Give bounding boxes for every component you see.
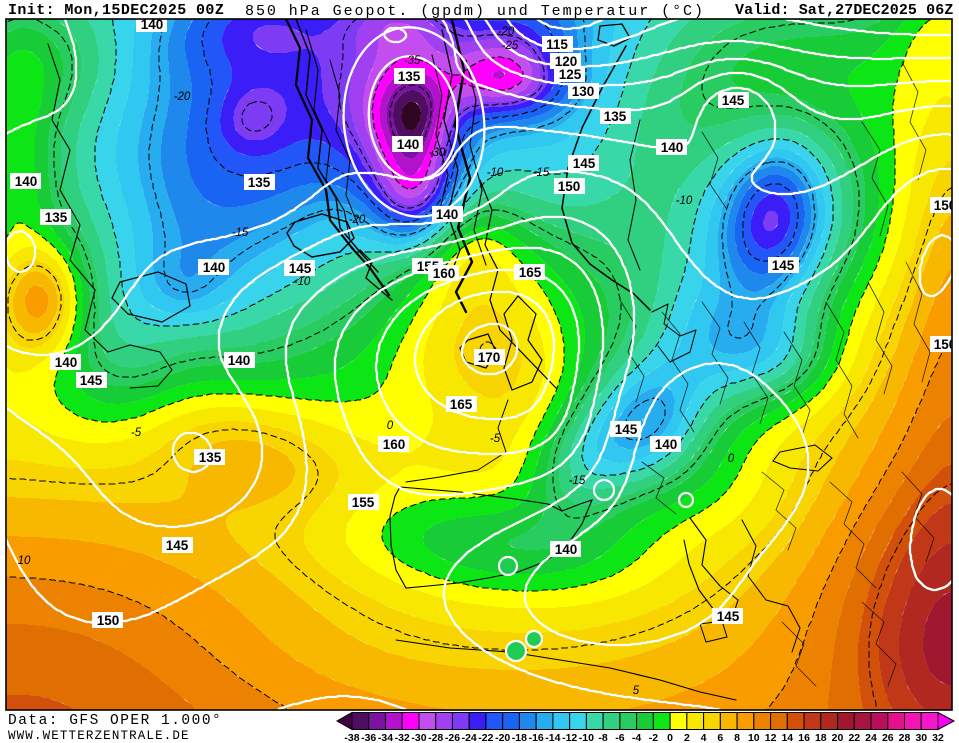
svg-text:32: 32	[932, 732, 944, 743]
svg-text:-20: -20	[349, 214, 366, 226]
svg-text:150: 150	[558, 179, 581, 194]
svg-text:165: 165	[450, 397, 473, 412]
svg-text:5: 5	[633, 685, 640, 697]
svg-text:-2: -2	[649, 732, 658, 743]
svg-text:155: 155	[352, 495, 375, 510]
svg-text:145: 145	[80, 373, 103, 388]
svg-text:-15: -15	[533, 167, 550, 179]
svg-text:WWW.WETTERZENTRALE.DE: WWW.WETTERZENTRALE.DE	[8, 729, 190, 743]
svg-text:24: 24	[865, 732, 877, 743]
svg-text:140: 140	[15, 174, 38, 189]
svg-text:-34: -34	[378, 732, 393, 743]
svg-text:-10: -10	[676, 195, 693, 207]
svg-text:140: 140	[228, 353, 251, 368]
svg-text:Init: Mon,15DEC2025 00Z: Init: Mon,15DEC2025 00Z	[8, 2, 224, 19]
svg-text:145: 145	[772, 258, 795, 273]
svg-text:10: 10	[18, 555, 31, 567]
svg-text:-32: -32	[395, 732, 410, 743]
svg-text:-10: -10	[294, 276, 311, 288]
svg-text:-10: -10	[487, 167, 504, 179]
svg-text:-8: -8	[598, 732, 607, 743]
svg-text:-24: -24	[462, 732, 477, 743]
svg-text:4: 4	[701, 732, 707, 743]
svg-text:12: 12	[765, 732, 777, 743]
svg-text:115: 115	[546, 37, 568, 52]
svg-text:-6: -6	[615, 732, 624, 743]
svg-text:20: 20	[832, 732, 844, 743]
svg-text:-35: -35	[404, 55, 421, 67]
svg-text:140: 140	[655, 437, 678, 452]
svg-text:-16: -16	[529, 732, 544, 743]
svg-text:-36: -36	[361, 732, 376, 743]
svg-text:-5: -5	[131, 427, 142, 439]
svg-text:140: 140	[661, 140, 684, 155]
svg-text:150: 150	[97, 613, 120, 628]
svg-text:0: 0	[728, 453, 735, 465]
svg-text:135: 135	[398, 69, 421, 84]
svg-text:140: 140	[141, 17, 164, 32]
svg-text:-20: -20	[174, 91, 191, 103]
svg-text:145: 145	[722, 93, 745, 108]
svg-text:130: 130	[572, 84, 595, 99]
svg-text:150: 150	[934, 337, 957, 352]
svg-text:160: 160	[383, 437, 406, 452]
svg-text:-20: -20	[498, 26, 515, 38]
svg-text:-22: -22	[478, 732, 493, 743]
svg-text:0: 0	[667, 732, 673, 743]
svg-text:2: 2	[684, 732, 690, 743]
svg-text:-28: -28	[428, 732, 443, 743]
svg-text:28: 28	[899, 732, 911, 743]
svg-text:145: 145	[166, 538, 189, 553]
svg-text:140: 140	[397, 137, 420, 152]
svg-text:-4: -4	[632, 732, 641, 743]
svg-text:-15: -15	[232, 227, 249, 239]
svg-text:140: 140	[203, 260, 226, 275]
svg-text:8: 8	[734, 732, 740, 743]
svg-text:22: 22	[848, 732, 860, 743]
svg-text:160: 160	[433, 266, 456, 281]
svg-text:-15: -15	[569, 475, 586, 487]
svg-text:-25: -25	[502, 40, 519, 52]
svg-text:135: 135	[248, 175, 271, 190]
svg-text:Valid: Sat,27DEC2025 06Z: Valid: Sat,27DEC2025 06Z	[735, 2, 953, 19]
svg-text:-10: -10	[579, 732, 594, 743]
svg-text:0: 0	[387, 420, 394, 432]
svg-text:Data: GFS OPER 1.000°: Data: GFS OPER 1.000°	[8, 713, 222, 729]
svg-text:-26: -26	[445, 732, 460, 743]
svg-text:30: 30	[915, 732, 927, 743]
svg-text:16: 16	[798, 732, 810, 743]
svg-text:120: 120	[555, 54, 578, 69]
svg-text:145: 145	[615, 422, 638, 437]
svg-text:140: 140	[55, 355, 78, 370]
svg-text:18: 18	[815, 732, 827, 743]
svg-text:170: 170	[478, 350, 501, 365]
svg-text:-14: -14	[545, 732, 560, 743]
svg-text:-30: -30	[429, 147, 446, 159]
svg-text:150: 150	[934, 198, 957, 213]
svg-text:6: 6	[717, 732, 723, 743]
svg-text:-20: -20	[495, 732, 510, 743]
svg-text:145: 145	[573, 156, 596, 171]
svg-text:-30: -30	[411, 732, 426, 743]
svg-text:-38: -38	[344, 732, 359, 743]
svg-text:145: 145	[717, 609, 740, 624]
svg-text:165: 165	[519, 265, 542, 280]
svg-text:-18: -18	[512, 732, 527, 743]
svg-text:135: 135	[199, 450, 222, 465]
svg-text:140: 140	[436, 207, 459, 222]
svg-text:135: 135	[604, 109, 627, 124]
svg-text:14: 14	[781, 732, 793, 743]
svg-text:135: 135	[45, 210, 68, 225]
svg-text:145: 145	[289, 261, 312, 276]
svg-text:140: 140	[555, 542, 578, 557]
svg-text:125: 125	[559, 67, 582, 82]
svg-text:-5: -5	[490, 433, 501, 445]
svg-text:26: 26	[882, 732, 894, 743]
svg-text:10: 10	[748, 732, 760, 743]
svg-text:850 hPa Geopot. (gpdm) und Tem: 850 hPa Geopot. (gpdm) und Temperatur (°…	[245, 3, 705, 20]
svg-text:-12: -12	[562, 732, 577, 743]
